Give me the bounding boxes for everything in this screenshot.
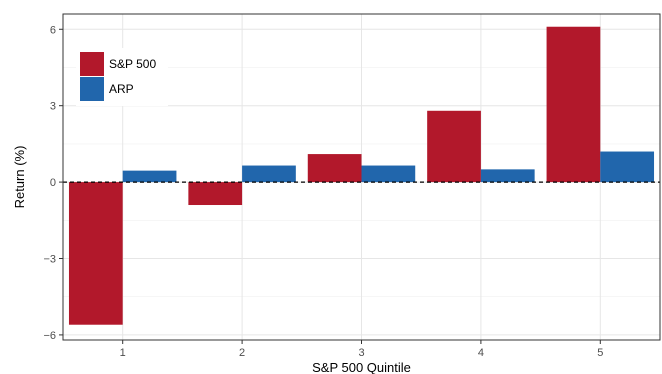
bar-s-p-500-q1 bbox=[68, 182, 123, 325]
bar-arp-q1 bbox=[122, 170, 177, 183]
y-tick-label: 0 bbox=[50, 177, 56, 189]
bar-arp-q2 bbox=[242, 165, 296, 183]
legend: S&P 500 ARP bbox=[76, 48, 168, 106]
legend-label: ARP bbox=[109, 82, 134, 96]
x-axis-ticks: 1 2 3 4 5 bbox=[120, 340, 603, 359]
x-tick-label: 2 bbox=[239, 347, 245, 359]
y-axis-ticks: −6 −3 0 3 6 bbox=[43, 24, 63, 342]
bar-arp-q4 bbox=[480, 169, 535, 183]
x-tick-label: 4 bbox=[478, 347, 484, 359]
legend-key-s-p-500 bbox=[80, 52, 104, 76]
bars bbox=[68, 26, 655, 325]
y-tick-label: −3 bbox=[43, 254, 56, 266]
x-tick-label: 5 bbox=[597, 347, 603, 359]
x-tick-label: 1 bbox=[120, 347, 126, 359]
x-axis-title: S&P 500 Quintile bbox=[312, 360, 411, 374]
y-tick-label: 3 bbox=[50, 101, 56, 113]
bar-arp-q3 bbox=[361, 165, 416, 183]
bar-s-p-500-q3 bbox=[307, 154, 362, 183]
bar-arp-q5 bbox=[600, 151, 655, 183]
legend-key-arp bbox=[80, 77, 104, 101]
y-tick-label: 6 bbox=[50, 24, 56, 36]
bar-s-p-500-q5 bbox=[546, 26, 601, 183]
bar-s-p-500-q4 bbox=[427, 110, 481, 183]
y-axis-title: Return (%) bbox=[12, 146, 27, 209]
y-tick-label: −6 bbox=[43, 330, 56, 342]
x-tick-label: 3 bbox=[358, 347, 364, 359]
bar-s-p-500-q2 bbox=[188, 182, 243, 206]
legend-label: S&P 500 bbox=[109, 57, 156, 71]
